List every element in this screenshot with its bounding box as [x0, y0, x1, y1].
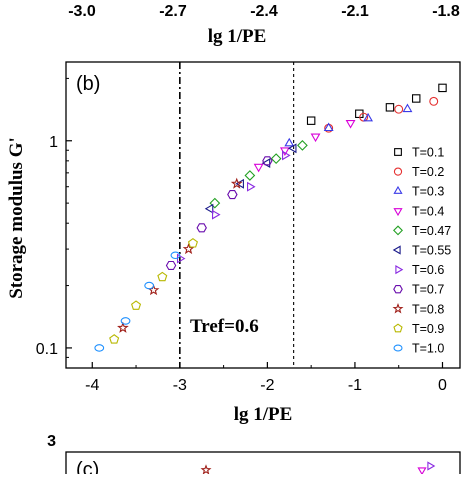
- data-point-t-0-1: [438, 83, 447, 93]
- data-point-t-0-7: [165, 260, 177, 271]
- legend-label: T=0.4: [412, 204, 444, 218]
- data-point-t-0-2: [394, 104, 404, 114]
- top-x-tick-label: -2.4: [250, 3, 278, 20]
- data-point-t-0-3: [363, 112, 374, 122]
- legend-marker: [393, 285, 403, 294]
- data-point-t-0-47: [244, 170, 256, 181]
- x-tick-label: -1: [348, 377, 362, 394]
- legend-label: T=0.55: [412, 244, 451, 258]
- legend-marker: [395, 265, 404, 275]
- top-partial-panel: -3.0 -2.7 -2.4 -2.1 -1.8: [68, 3, 460, 20]
- data-point-t-1-0: [170, 251, 181, 260]
- top-x-axis-title: lg 1/PE: [208, 26, 267, 47]
- data-point-t-0-47: [209, 197, 221, 209]
- legend-marker: [393, 167, 403, 176]
- x-axis-title: lg 1/PE: [234, 404, 293, 425]
- x-axis-ticks: -4 -3 -2 -1 0: [85, 362, 447, 394]
- y-tick-label: 1: [49, 134, 58, 151]
- legend-label: T=1.0: [412, 342, 444, 356]
- bottom-panel-marks: [200, 461, 436, 476]
- reference-lines: [179, 62, 295, 368]
- tref-annotation: Tref=0.6: [190, 316, 259, 337]
- legend-marker: [394, 148, 402, 156]
- y-axis-title: Storage modulus G': [6, 137, 27, 299]
- data-point-t-0-3: [284, 137, 295, 147]
- data-point-t-1-0: [94, 344, 105, 352]
- data-point-t-1-0: [120, 317, 131, 325]
- data-point-t-0-9: [187, 237, 198, 248]
- data-point-t-0-9: [109, 334, 120, 344]
- data-point-t-0-9: [157, 271, 168, 282]
- data-point-t-0-4: [345, 120, 356, 129]
- legend-marker: [393, 185, 403, 194]
- x-tick-label: -2: [260, 377, 274, 394]
- data-points: [94, 83, 447, 352]
- data-point-t-0-1: [306, 116, 316, 125]
- data-point-t-0-7: [196, 223, 207, 233]
- legend-label: T=0.1: [412, 146, 444, 160]
- data-point-t-0-4: [253, 163, 264, 173]
- bottom-panel-marker: [200, 464, 212, 475]
- top-x-tick-label: -3.0: [68, 3, 96, 20]
- top-x-tick-label: -2.1: [341, 3, 369, 20]
- legend-marker: [393, 323, 403, 333]
- x-tick-label: -3: [173, 377, 187, 394]
- data-point-t-0-55: [287, 143, 297, 154]
- legend-label: T=0.9: [412, 322, 444, 336]
- y-axis-ticks: 0.11: [36, 77, 72, 358]
- data-point-t-0-3: [402, 103, 413, 113]
- bottom-panel-marker: [427, 461, 436, 471]
- data-point-t-0-1: [385, 103, 395, 112]
- legend-marker: [393, 225, 403, 236]
- legend-label: T=0.2: [412, 165, 444, 179]
- data-point-t-0-55: [204, 203, 214, 214]
- legend-marker: [393, 208, 403, 217]
- legend-label: T=0.6: [412, 263, 444, 277]
- data-point-t-0-4: [310, 133, 321, 143]
- top-x-tick-label: -1.8: [432, 3, 460, 20]
- bottom-panel-frame: [65, 451, 461, 479]
- bottom-panel-marker: [417, 467, 427, 476]
- legend-label: T=0.3: [412, 185, 444, 199]
- data-point-t-0-47: [297, 140, 308, 151]
- data-point-t-0-8: [182, 242, 195, 255]
- legend-label: T=0.47: [412, 224, 451, 238]
- x-tick-label: -4: [85, 377, 99, 394]
- data-point-t-0-47: [270, 153, 282, 164]
- bottom-panel-label: (c): [76, 459, 99, 474]
- data-point-t-0-7: [227, 190, 238, 200]
- data-point-t-1-0: [144, 281, 155, 290]
- plot-frame: [65, 61, 461, 369]
- legend-marker: [393, 344, 403, 352]
- bottom-panel-y-tick: 3: [47, 433, 56, 450]
- y-tick-label: 0.1: [36, 341, 58, 358]
- data-point-t-0-8: [230, 177, 243, 189]
- data-point-t-0-6: [211, 209, 221, 220]
- top-x-tick-label: -2.7: [159, 3, 187, 20]
- data-point-t-0-6: [282, 150, 291, 161]
- data-point-t-0-2: [429, 96, 439, 106]
- panel-label: (b): [76, 73, 100, 95]
- data-point-t-0-3: [323, 122, 334, 132]
- x-tick-label: 0: [438, 377, 447, 394]
- data-point-t-0-6: [247, 181, 256, 192]
- legend-label: T=0.7: [412, 283, 444, 297]
- data-point-t-0-7: [262, 156, 273, 166]
- legend-label: T=0.8: [412, 302, 444, 316]
- legend-marker: [392, 303, 404, 314]
- data-point-t-0-1: [411, 94, 421, 103]
- legend: T=0.1 T=0.2 T=0.3 T=0.4 T=0.47 T=0.55 T=0.6 T=0…: [392, 146, 451, 356]
- data-point-t-0-6: [176, 253, 186, 264]
- legend-marker: [392, 245, 401, 255]
- data-point-t-0-8: [117, 321, 129, 333]
- data-point-t-0-9: [131, 300, 142, 310]
